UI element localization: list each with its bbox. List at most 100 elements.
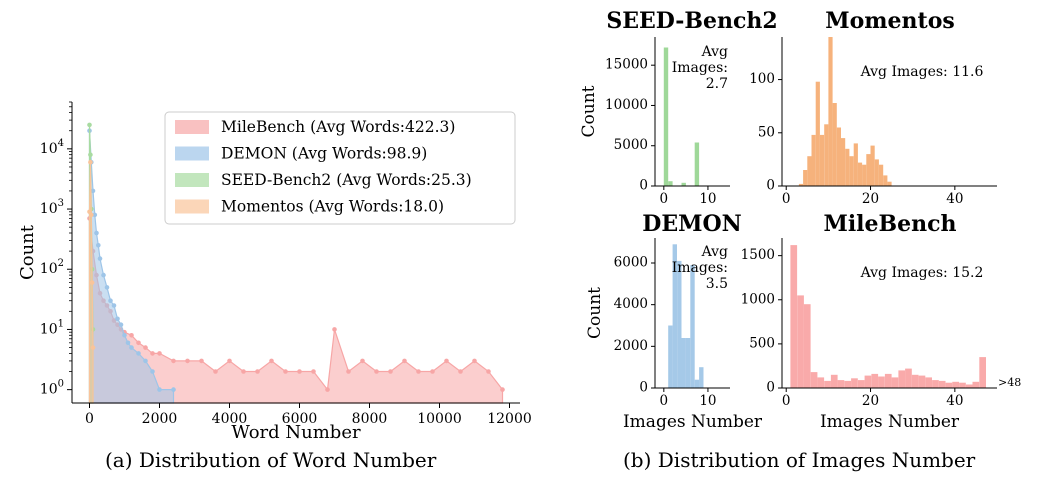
histogram-bar: [853, 143, 858, 186]
y-tick-label: 0: [639, 178, 648, 194]
series-point-0: [136, 340, 141, 346]
y-tick-label: 15000: [605, 57, 648, 73]
histogram-bar: [694, 142, 700, 186]
series-point-1: [129, 345, 134, 350]
series-point-1: [150, 369, 155, 374]
x-tick-label: 0: [782, 393, 791, 409]
x-tick-label: 20: [862, 393, 879, 409]
series-point-1: [118, 322, 124, 328]
series-point-0: [150, 351, 155, 356]
legend-box: [164, 111, 516, 225]
x-tick-label: 0: [660, 393, 669, 409]
y-tick-label: 101: [40, 318, 64, 338]
series-point-3: [90, 345, 96, 350]
x-tick-label: 10: [699, 393, 716, 409]
series-point-1: [94, 230, 99, 236]
panel-title: DEMON: [642, 211, 741, 237]
avg-images-annotation: Avg: [701, 44, 728, 60]
series-point-0: [325, 387, 330, 392]
series-point-0: [241, 369, 246, 374]
histogram-bar: [803, 170, 808, 186]
histogram-bar: [870, 145, 875, 186]
series-point-1: [97, 256, 103, 261]
histogram-bar: [690, 265, 695, 388]
histogram-bar: [871, 373, 879, 388]
series-point-0: [185, 358, 190, 364]
legend-label: Momentos (Avg Words:18.0): [221, 198, 444, 216]
histogram-milebench: 0 20 40 0 500 1000 1500 MileBench Avg Images: 15…: [741, 211, 1022, 432]
series-point-0: [444, 358, 449, 364]
series-point-0: [143, 345, 148, 350]
histogram-bar: [874, 159, 879, 186]
x-tick-label: 0: [85, 411, 94, 427]
histogram-bar: [672, 244, 677, 389]
histogram-bar: [819, 134, 825, 186]
series-point-1: [115, 316, 120, 322]
series-point-1: [111, 303, 117, 308]
series-point-0: [311, 369, 316, 374]
y-tick-label: 0: [766, 380, 775, 396]
histogram-bar: [862, 164, 867, 186]
histogram-bar: [811, 134, 816, 186]
series-point-2: [88, 152, 93, 157]
series-point-0: [297, 369, 302, 374]
series-point-0: [486, 369, 491, 374]
x-axis-label: Word Number: [231, 422, 361, 443]
histogram-bar: [891, 377, 899, 388]
series-point-1: [101, 272, 106, 278]
x-tick-label: 12000: [487, 411, 532, 427]
series-point-1: [104, 285, 110, 290]
x-tick-label: 0: [660, 191, 669, 207]
x-tick-label: 6000: [282, 411, 318, 427]
histogram-bar: [844, 380, 852, 388]
legend-label: SEED-Bench2 (Avg Words:25.3): [221, 171, 472, 189]
histogram-bar: [798, 183, 804, 186]
histogram-bar: [849, 156, 854, 186]
panel-title: Momentos: [825, 8, 955, 34]
x-tick-label: 4000: [212, 411, 248, 427]
series-point-0: [388, 369, 393, 374]
series-point-1: [90, 188, 96, 194]
series-point-0: [157, 351, 162, 356]
avg-images-annotation: Images:: [672, 260, 728, 276]
series-point-1: [96, 243, 101, 248]
y-axis-label: Count: [579, 85, 599, 137]
histogram-bar: [905, 368, 912, 388]
histogram-bar: [979, 357, 986, 388]
histogram-bar: [828, 37, 833, 186]
histogram-bar: [836, 127, 841, 186]
series-point-0: [346, 369, 351, 374]
series-point-1: [125, 340, 131, 346]
histogram-bar: [668, 181, 673, 186]
histogram-bar: [959, 382, 966, 388]
y-tick-label: 50: [758, 124, 775, 140]
series-point-0: [283, 369, 288, 374]
panel-title: MileBench: [823, 211, 956, 237]
histogram-bar: [810, 372, 818, 388]
histogram-bar: [938, 380, 946, 388]
y-tick-label: 1000: [741, 291, 775, 307]
series-point-0: [500, 387, 505, 392]
word-number-chart: 0 2000 4000 6000 8000 10000 12000 100 101 102 103 1…: [17, 101, 532, 443]
histogram-bar: [911, 374, 919, 388]
histogram-bar: [845, 148, 850, 187]
x-tick-label: 10000: [417, 411, 462, 427]
x-tick-label: 2000: [142, 411, 178, 427]
y-axis-label: Count: [17, 224, 38, 280]
series-point-1: [92, 212, 98, 218]
caption-b: (b) Distribution of Images Number: [623, 448, 976, 472]
overflow-label: >48: [998, 376, 1021, 389]
histogram-bar: [663, 47, 669, 186]
avg-images-annotation: 2.7: [706, 76, 728, 92]
images-number-charts: 0 10050001000015000SEED-Bench2AvgImages:2…: [579, 8, 1021, 432]
series-point-0: [199, 358, 204, 364]
x-tick-label: 40: [946, 393, 963, 409]
histogram-bar: [857, 380, 865, 388]
y-tick-label: 6000: [614, 255, 648, 271]
avg-images-annotation: Avg Images: 15.2: [860, 265, 984, 281]
histogram-bar: [945, 382, 953, 388]
series-point-0: [402, 358, 407, 364]
histogram-bar: [918, 375, 926, 388]
histogram-bar: [898, 370, 906, 388]
y-tick-label: 2000: [614, 338, 648, 354]
